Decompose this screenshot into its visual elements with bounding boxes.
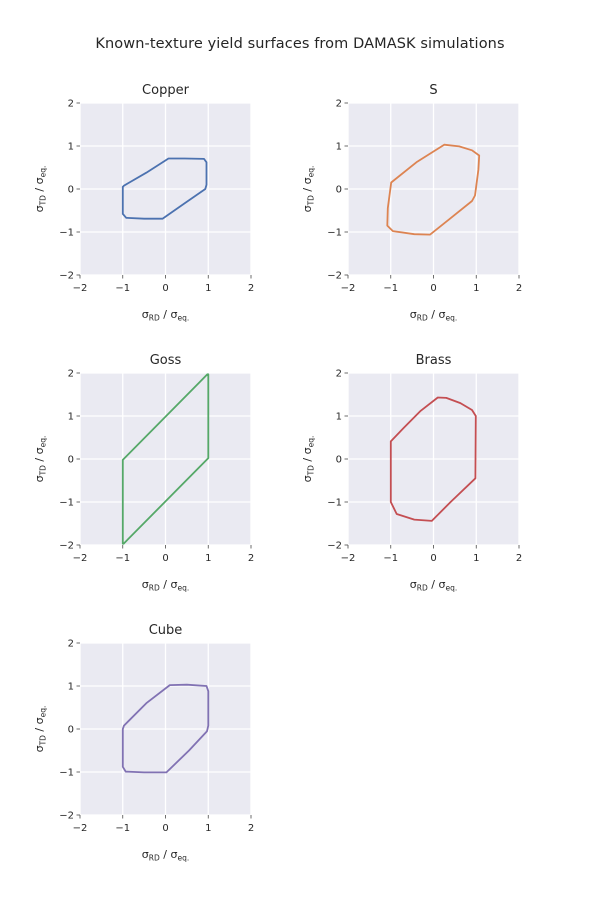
y-axis-label: σTD / σeq. — [301, 436, 316, 483]
x-axis-label: σRD / σeq. — [142, 308, 189, 323]
y-tick-label: 1 — [336, 412, 342, 423]
y-axis-label: σTD / σeq. — [33, 436, 48, 483]
subplot-goss: −2 −2 −1 −1 0 0 1 1 2 2 Goss σRD / σeq. σTD / σeq. — [30, 345, 300, 603]
y-tick-label: 2 — [68, 369, 74, 380]
x-axis-label: σRD / σeq. — [142, 578, 189, 593]
x-tick-label: 1 — [205, 823, 211, 834]
x-tick-label: 0 — [162, 553, 168, 564]
subplot-title: Cube — [149, 623, 183, 638]
y-axis-label: σTD / σeq. — [33, 166, 48, 213]
s-yield-curve — [386, 143, 481, 236]
goss-plot: −2−2 −1 −1 0 0 1 1 2 2 Goss σRD / σeq. σTD / σeq. — [33, 353, 254, 593]
y-tick-label: −2 — [327, 271, 342, 282]
y-tick-label: 2 — [68, 99, 74, 110]
x-tick-label: 0 — [162, 283, 168, 294]
x-tick-label: 1 — [473, 283, 479, 294]
x-tick-label: −1 — [115, 823, 130, 834]
x-tick-label: 0 — [430, 283, 436, 294]
brass-yield-curve — [389, 396, 477, 522]
y-tick-label: −2 — [59, 541, 74, 552]
goss-yield-curve — [121, 373, 210, 545]
x-axis-label: σRD / σeq. — [142, 848, 189, 863]
y-tick-label: −2 — [59, 271, 74, 282]
x-tick-label: 2 — [248, 553, 254, 564]
subplot-title: S — [429, 83, 437, 98]
y-tick-label: 1 — [336, 142, 342, 153]
x-tick-label: 1 — [473, 553, 479, 564]
x-tick-label: 0 — [162, 823, 168, 834]
x-axis-label: σRD / σeq. — [410, 578, 457, 593]
x-tick-label: −2 — [341, 553, 356, 564]
figure-title: Known-texture yield surfaces from DAMASK… — [95, 36, 505, 52]
y-tick-label: 1 — [68, 412, 74, 423]
y-tick-label: 1 — [68, 142, 74, 153]
y-tick-label: −2 — [59, 811, 74, 822]
subplot-title: Brass — [416, 353, 452, 368]
x-tick-label: 1 — [205, 553, 211, 564]
y-tick-label: −2 — [327, 541, 342, 552]
copper-plot: −2−2 −1 −1 0 0 1 1 2 2 Copper σRD / σeq. σTD / σeq. — [33, 83, 254, 323]
x-tick-label: −1 — [383, 283, 398, 294]
x-tick-label: 0 — [430, 553, 436, 564]
subplot-title: Goss — [150, 353, 182, 368]
x-tick-label: 2 — [516, 283, 522, 294]
x-tick-label: 2 — [248, 283, 254, 294]
x-tick-label: 2 — [516, 553, 522, 564]
x-tick-label: −2 — [73, 823, 88, 834]
x-tick-label: −2 — [341, 283, 356, 294]
subplot-brass: −2 −2 −1 −1 0 0 1 1 2 2 Brass σRD / σeq. σTD / σeq. — [298, 345, 568, 603]
subplot-title: Copper — [142, 83, 190, 98]
y-tick-label: 2 — [336, 99, 342, 110]
brass-plot: −2−2 −1 −1 0 0 1 1 2 2 Brass σRD / σeq. σTD / σeq. — [301, 353, 522, 593]
y-tick-label: 1 — [68, 682, 74, 693]
y-tick-label: 0 — [336, 185, 342, 196]
y-tick-label: 2 — [68, 639, 74, 650]
y-tick-label: −1 — [327, 498, 342, 509]
y-tick-label: 2 — [336, 369, 342, 380]
y-tick-label: −1 — [59, 768, 74, 779]
y-tick-label: −1 — [59, 228, 74, 239]
x-tick-label: −1 — [383, 553, 398, 564]
x-tick-label: −1 — [115, 283, 130, 294]
subplot-cube: −2 −2 −1 −1 0 0 1 1 2 2 Cube σRD / σeq. σTD / σeq. — [30, 615, 300, 873]
y-tick-label: −1 — [327, 228, 342, 239]
x-tick-label: −2 — [73, 283, 88, 294]
y-tick-label: 0 — [336, 455, 342, 466]
cube-plot: −2−2 −1 −1 0 0 1 1 2 2 Cube σRD / σeq. σTD / σeq. — [33, 623, 254, 863]
copper-yield-curve — [121, 157, 208, 220]
x-tick-label: 2 — [248, 823, 254, 834]
y-tick-label: 0 — [68, 455, 74, 466]
subplot-copper: −2 −2 −1 −1 0 0 1 1 2 2 Copper σRD / σeq. σTD / σeq. — [30, 75, 300, 333]
y-tick-label: −1 — [59, 498, 74, 509]
x-tick-label: −2 — [73, 553, 88, 564]
y-tick-label: 0 — [68, 725, 74, 736]
y-tick-label: 0 — [68, 185, 74, 196]
x-tick-label: −1 — [115, 553, 130, 564]
y-axis-label: σTD / σeq. — [33, 706, 48, 753]
cube-yield-curve — [121, 683, 210, 774]
x-tick-label: 1 — [205, 283, 211, 294]
x-axis-label: σRD / σeq. — [410, 308, 457, 323]
y-axis-label: σTD / σeq. — [301, 166, 316, 213]
